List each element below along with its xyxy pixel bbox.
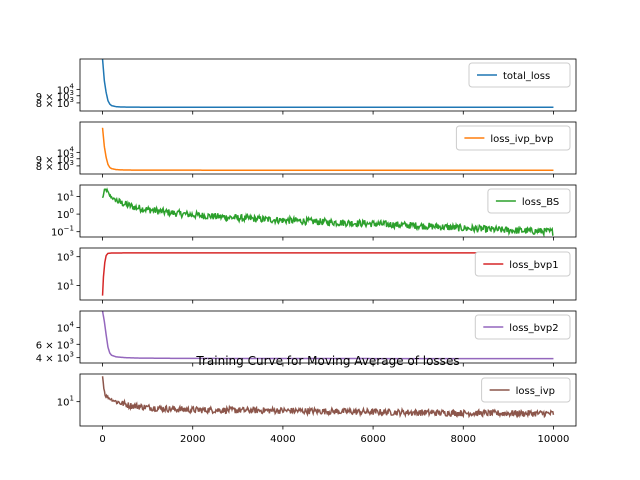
y-tick-label: 6 × 103 (36, 337, 74, 351)
y-tick-label: 101 (57, 189, 74, 203)
subplot-loss_BS: 101 100 10−1 loss_BS (51, 184, 577, 241)
axes-frame (79, 247, 577, 301)
y-tick-label: 4 × 103 (36, 351, 74, 365)
x-tick-label: 2000 (180, 434, 205, 445)
series-line-loss_ivp (101, 376, 555, 419)
series-line-loss_bvp2 (101, 311, 554, 360)
y-tick-label: 101 (57, 395, 74, 409)
y-tick-label: 104 (57, 82, 75, 96)
axes-frame (79, 310, 577, 364)
series-line-loss_ivp_bvp (101, 127, 554, 171)
legend-box (474, 314, 571, 340)
axes-frame (79, 58, 577, 112)
chart-title: Training Curve for Moving Average of los… (195, 354, 459, 368)
y-tick-label: 104 (57, 145, 75, 159)
y-tick-label: 103 (57, 250, 74, 264)
legend-box (455, 125, 571, 151)
series-line-loss_BS (101, 187, 554, 237)
axes-frame (79, 121, 577, 175)
legend-loss_ivp: loss_ivp (481, 377, 571, 403)
y-tick-label: 8 × 103 (36, 159, 74, 173)
legend-label: loss_ivp_bvp (490, 134, 553, 145)
legend-label: loss_bvp2 (509, 323, 558, 334)
subplot-loss_bvp1: 103 101 loss_bvp1 (57, 247, 577, 304)
series-line-total_loss (101, 59, 554, 109)
legend-loss_ivp_bvp: loss_ivp_bvp (455, 125, 571, 151)
y-tick-label: 100 (57, 207, 74, 221)
legend-box (487, 188, 571, 214)
legend-label: loss_BS (522, 197, 559, 208)
legend-box (481, 377, 571, 403)
y-tick-label: 9 × 103 (36, 152, 74, 166)
legend-label: loss_bvp1 (509, 260, 558, 271)
y-tick-label: 104 (57, 320, 75, 334)
y-tick-label: 8 × 103 (36, 96, 74, 110)
legend-box (468, 62, 571, 88)
x-tick-label: 10000 (538, 434, 570, 445)
x-tick-label: 6000 (360, 434, 385, 445)
y-tick-label: 9 × 103 (36, 89, 74, 103)
legend-label: loss_ivp (516, 386, 555, 397)
axes-frame (79, 184, 577, 238)
legend-loss_bvp1: loss_bvp1 (474, 251, 571, 277)
legend-box (474, 251, 571, 277)
x-tick-label: 4000 (270, 434, 295, 445)
subplot-loss_ivp: 0 2000 4000 6000 8000 10000 101 loss_ivp (57, 373, 577, 445)
legend-total_loss: total_loss (468, 62, 571, 88)
legend-loss_bvp2: loss_bvp2 (474, 314, 571, 340)
legend-label: total_loss (503, 71, 550, 82)
legend-loss_BS: loss_BS (487, 188, 571, 214)
x-tick-label: 8000 (451, 434, 476, 445)
series-line-loss_bvp1 (101, 252, 554, 296)
axes-frame (79, 373, 577, 427)
y-tick-label: 10−1 (51, 225, 74, 239)
x-tick-label: 0 (99, 434, 105, 445)
y-tick-label: 101 (57, 279, 74, 293)
